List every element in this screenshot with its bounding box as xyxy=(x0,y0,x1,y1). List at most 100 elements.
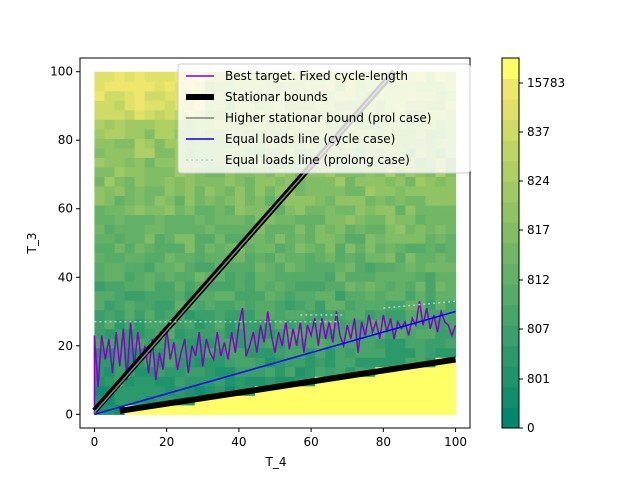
heatmap-cell xyxy=(365,281,376,292)
heatmap-cell xyxy=(204,243,216,254)
heatmap-cell xyxy=(415,223,427,235)
heatmap-cell xyxy=(345,233,356,244)
heatmap-cell xyxy=(214,357,226,368)
heatmap-cell xyxy=(164,243,176,254)
heatmap-cell xyxy=(385,357,396,368)
heatmap-cell xyxy=(244,185,256,197)
heatmap-cell xyxy=(325,357,336,368)
heatmap-cell xyxy=(244,195,256,206)
heatmap-cell xyxy=(134,290,146,301)
heatmap-cell xyxy=(114,366,126,377)
colorbar-band xyxy=(502,386,519,408)
colorbar-band xyxy=(502,181,519,203)
heatmap-cell xyxy=(405,300,417,311)
heatmap-cell xyxy=(94,223,106,235)
heatmap-cell xyxy=(405,376,417,387)
heatmap-cell xyxy=(275,281,286,292)
heatmap-cell xyxy=(275,176,286,187)
heatmap-cell xyxy=(285,262,296,273)
heatmap-cell xyxy=(254,185,266,197)
heatmap-cell xyxy=(94,204,106,216)
heatmap-cell xyxy=(315,185,326,197)
heatmap-cell xyxy=(365,338,376,349)
heatmap-cell xyxy=(425,395,437,406)
heatmap-cell xyxy=(395,309,406,320)
heatmap-cell xyxy=(164,290,176,301)
heatmap-cell xyxy=(174,195,186,206)
heatmap-cell xyxy=(104,81,116,92)
heatmap-cell xyxy=(385,176,396,187)
heatmap-cell xyxy=(295,300,306,311)
heatmap-cell xyxy=(184,185,196,197)
heatmap-cell xyxy=(144,385,156,396)
heatmap-cell xyxy=(134,328,146,339)
heatmap-cell xyxy=(375,300,386,311)
heatmap-cell xyxy=(415,243,427,254)
heatmap-cell xyxy=(395,347,406,358)
heatmap-cell xyxy=(335,214,346,225)
heatmap-cell xyxy=(94,138,106,149)
heatmap-cell xyxy=(264,376,276,387)
heatmap-cell xyxy=(124,90,136,101)
heatmap-cell xyxy=(295,338,306,349)
heatmap-cell xyxy=(154,395,166,406)
heatmap-cell xyxy=(144,100,156,111)
heatmap-cell xyxy=(275,357,286,368)
heatmap-cell xyxy=(254,319,266,330)
heatmap-cell xyxy=(114,100,126,111)
heatmap-cell xyxy=(425,404,437,415)
heatmap-cell xyxy=(134,81,146,92)
heatmap-cell xyxy=(365,347,376,358)
heatmap-cell xyxy=(325,195,336,206)
colorbar-band xyxy=(502,222,519,244)
heatmap-cell xyxy=(425,376,437,387)
heatmap-cell xyxy=(295,328,306,339)
heatmap-cell xyxy=(335,243,346,254)
heatmap-cell xyxy=(214,281,226,292)
heatmap-cell xyxy=(435,223,447,235)
heatmap-cell xyxy=(164,138,176,149)
heatmap-cell xyxy=(305,338,316,349)
heatmap-cell xyxy=(305,300,316,311)
heatmap-cell xyxy=(114,281,126,292)
heatmap-cell xyxy=(224,366,236,377)
heatmap-cell xyxy=(224,281,236,292)
heatmap-cell xyxy=(445,319,457,330)
heatmap-cell xyxy=(315,385,326,396)
heatmap-cell xyxy=(335,195,346,206)
y-axis-label: T_3 xyxy=(25,233,39,255)
heatmap-cell xyxy=(144,309,156,320)
heatmap-cell xyxy=(445,347,457,358)
heatmap-cell xyxy=(325,223,336,235)
heatmap-cell xyxy=(114,243,126,254)
heatmap-cell xyxy=(345,347,356,358)
heatmap-cell xyxy=(94,281,106,292)
x-axis-label: T_4 xyxy=(265,455,287,469)
heatmap-cell xyxy=(285,204,296,216)
heatmap-cell xyxy=(214,233,226,244)
heatmap-cell xyxy=(114,128,126,139)
heatmap-cell xyxy=(204,195,216,206)
heatmap-cell xyxy=(405,357,417,368)
heatmap-cell xyxy=(154,90,166,101)
heatmap-cell xyxy=(184,262,196,273)
heatmap-cell xyxy=(405,271,417,282)
heatmap-cell xyxy=(194,262,206,273)
heatmap-cell xyxy=(104,319,116,330)
heatmap-cell xyxy=(224,262,236,273)
heatmap-cell xyxy=(435,281,447,292)
heatmap-cell xyxy=(144,71,156,82)
heatmap-cell xyxy=(124,109,136,120)
heatmap-cell xyxy=(174,366,186,377)
heatmap-cell xyxy=(104,271,116,282)
heatmap-cell xyxy=(104,223,116,235)
heatmap-cell xyxy=(104,71,116,82)
heatmap-cell xyxy=(194,385,206,396)
heatmap-cell xyxy=(124,71,136,82)
heatmap-cell xyxy=(285,385,296,396)
heatmap-cell xyxy=(94,271,106,282)
heatmap-cell xyxy=(94,81,106,92)
heatmap-cell xyxy=(445,366,457,377)
heatmap-cell xyxy=(295,271,306,282)
heatmap-cell xyxy=(154,138,166,149)
